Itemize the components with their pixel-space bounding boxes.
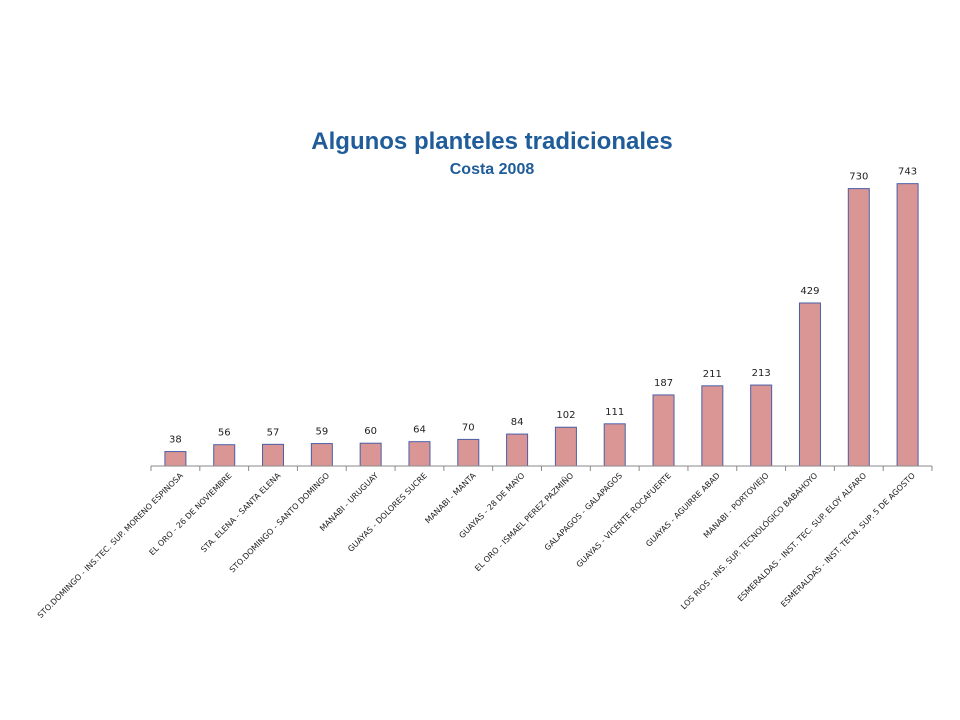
data-label: 187 xyxy=(654,378,673,389)
bar xyxy=(457,438,480,467)
bars-layer xyxy=(164,183,919,467)
category-label: GUAYAS - DOLORES SUCRE xyxy=(346,471,429,554)
data-label: 38 xyxy=(169,435,182,446)
bar xyxy=(798,302,821,467)
bar xyxy=(164,451,187,467)
data-label: 743 xyxy=(898,167,917,178)
bar xyxy=(652,394,675,467)
data-label: 211 xyxy=(703,369,722,380)
category-label: GALAPAGOS - GALAPAGOS xyxy=(543,471,624,552)
category-label: GUAYAS - VICENTE ROCAFUERTE xyxy=(575,471,673,569)
category-label: EL ORO - 26 DE NOVIEMBRE xyxy=(148,471,234,557)
bar xyxy=(896,183,919,467)
data-label: 111 xyxy=(605,407,624,418)
data-labels-layer: 38 56 57 59 60 64 70 84 102 111 187 211 213 429 730 743 xyxy=(169,167,917,446)
data-label: 70 xyxy=(462,422,475,433)
category-label: STA. ELENA - SANTA ELENA xyxy=(199,471,283,555)
data-label: 64 xyxy=(413,425,426,436)
bar xyxy=(213,444,236,467)
bar xyxy=(554,426,577,467)
category-labels-layer: STO.DOMINGO - INS.TEC. SUP. MORENO ESPIN… xyxy=(36,470,917,620)
data-label: 84 xyxy=(511,417,524,428)
category-label: MANABI - MANTA xyxy=(423,471,478,526)
bar xyxy=(359,442,382,467)
category-label: EL ORO - ISMAEL PEREZ PAZMIÑO xyxy=(473,470,576,573)
data-label: 102 xyxy=(556,410,575,421)
data-label: 59 xyxy=(315,427,328,438)
bar xyxy=(408,441,431,467)
data-label: 60 xyxy=(364,426,377,437)
data-label: 213 xyxy=(752,368,771,379)
data-label: 56 xyxy=(218,428,231,439)
data-label: 429 xyxy=(800,286,819,297)
bar xyxy=(750,384,773,467)
bar xyxy=(701,385,724,467)
bar xyxy=(603,423,626,467)
data-label: 730 xyxy=(849,172,868,183)
bar xyxy=(262,443,285,467)
category-label: STO.DOMINGO - SANTO DOMINGO xyxy=(228,471,331,574)
bar xyxy=(310,443,333,467)
chart-title: Algunos planteles tradicionales xyxy=(311,128,673,155)
data-label: 57 xyxy=(267,427,280,438)
ticks-layer xyxy=(150,466,933,471)
chart-subtitle: Costa 2008 xyxy=(449,161,535,178)
bar xyxy=(847,188,870,467)
bar xyxy=(506,433,529,467)
